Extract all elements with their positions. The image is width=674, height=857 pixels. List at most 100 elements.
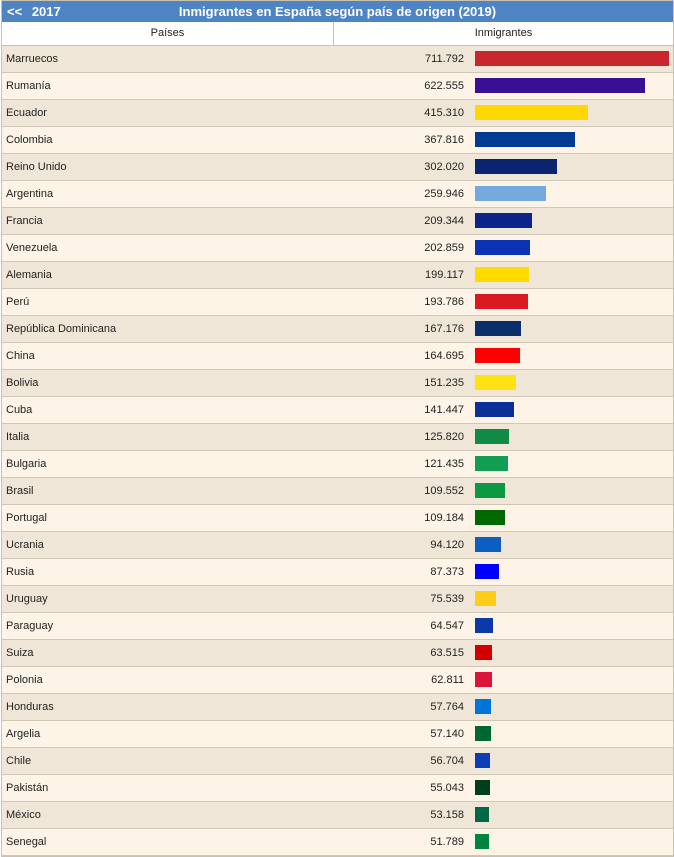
value-label: 57.764 (430, 701, 464, 713)
table-row: Rusia 87.373 (2, 559, 673, 586)
value-bar (475, 834, 489, 849)
value-bar (475, 537, 501, 552)
country-label: Colombia (6, 134, 53, 146)
table-row: Portugal 109.184 (2, 505, 673, 532)
value-label: 415.310 (424, 107, 464, 119)
value-label: 367.816 (424, 134, 464, 146)
table-row: Ecuador 415.310 (2, 100, 673, 127)
table-row: Honduras 57.764 (2, 694, 673, 721)
country-label: Senegal (6, 836, 47, 848)
title-bar: << 2017 Inmigrantes en España según país… (2, 1, 673, 22)
country-label: Paraguay (6, 620, 54, 632)
value-label: 164.695 (424, 350, 464, 362)
country-label: Reino Unido (6, 161, 67, 173)
table-row: Francia 209.344 (2, 208, 673, 235)
value-label: 209.344 (424, 215, 464, 227)
table-row: Cuba 141.447 (2, 397, 673, 424)
country-label: Rusia (6, 566, 35, 578)
value-bar (475, 726, 491, 741)
country-label: Rumanía (6, 80, 51, 92)
value-label: 62.811 (431, 674, 464, 686)
table-row: Argelia 57.140 (2, 721, 673, 748)
table-row: Bolivia 151.235 (2, 370, 673, 397)
country-label: China (6, 350, 35, 362)
value-bar (475, 618, 493, 633)
country-label: Polonia (6, 674, 43, 686)
column-header-country: Países (2, 22, 334, 45)
table-row: Brasil 109.552 (2, 478, 673, 505)
value-label: 125.820 (424, 431, 464, 443)
table-row: México 53.158 (2, 802, 673, 829)
country-label: Marruecos (6, 53, 58, 65)
value-label: 302.020 (424, 161, 464, 173)
value-bar (475, 456, 508, 471)
country-label: República Dominicana (6, 323, 117, 335)
country-label: Argelia (6, 728, 41, 740)
column-headers: Países Inmigrantes (2, 22, 673, 46)
value-label: 56.704 (430, 755, 464, 767)
country-label: México (6, 809, 41, 821)
country-label: Suiza (6, 647, 34, 659)
value-bar (475, 267, 529, 282)
value-bar (475, 591, 496, 606)
value-bar (475, 186, 546, 201)
value-bar (475, 348, 520, 363)
value-bar (475, 753, 490, 768)
table-row: Ucrania 94.120 (2, 532, 673, 559)
value-bar (475, 510, 505, 525)
country-label: Ucrania (6, 539, 44, 551)
value-bar (475, 699, 491, 714)
value-label: 711.792 (425, 53, 464, 65)
table-row: Marruecos 711.792 (2, 46, 673, 73)
table-row: Perú 193.786 (2, 289, 673, 316)
value-label: 64.547 (430, 620, 464, 632)
value-bar (475, 294, 528, 309)
country-label: Argentina (6, 188, 54, 200)
value-bar (475, 51, 669, 66)
value-label: 57.140 (430, 728, 464, 740)
table-body: Marruecos 711.792 Rumanía 622.555 Ecuador 415… (2, 46, 673, 856)
table-row: Paraguay 64.547 (2, 613, 673, 640)
country-label: Honduras (6, 701, 54, 713)
country-label: Uruguay (6, 593, 48, 605)
table-row: Rumanía 622.555 (2, 73, 673, 100)
table-row: Polonia 62.811 (2, 667, 673, 694)
value-bar (475, 321, 521, 336)
country-label: Pakistán (6, 782, 49, 794)
table-row: Uruguay 75.539 (2, 586, 673, 613)
value-bar (475, 780, 490, 795)
table-row: Colombia 367.816 (2, 127, 673, 154)
value-bar (475, 672, 492, 687)
country-label: Ecuador (6, 107, 47, 119)
country-label: Brasil (6, 485, 34, 497)
table-row: Argentina 259.946 (2, 181, 673, 208)
country-label: Chile (6, 755, 32, 767)
table-row: Alemania 199.117 (2, 262, 673, 289)
value-label: 141.447 (424, 404, 464, 416)
value-bar (475, 213, 532, 228)
country-label: Francia (6, 215, 43, 227)
country-label: Alemania (6, 269, 52, 281)
table-row: Italia 125.820 (2, 424, 673, 451)
value-label: 94.120 (430, 539, 464, 551)
value-bar (475, 483, 505, 498)
country-label: Italia (6, 431, 30, 443)
value-label: 63.515 (430, 647, 464, 659)
country-label: Perú (6, 296, 30, 308)
value-label: 193.786 (424, 296, 464, 308)
value-label: 51.789 (430, 836, 464, 848)
column-header-value: Inmigrantes (474, 27, 533, 39)
value-bar (475, 564, 499, 579)
country-label: Cuba (6, 404, 33, 416)
table-row: Reino Unido 302.020 (2, 154, 673, 181)
value-bar (475, 159, 557, 174)
previous-year-link[interactable]: << 2017 (7, 4, 61, 19)
value-label: 151.235 (424, 377, 464, 389)
table-row: República Dominicana 167.176 (2, 316, 673, 343)
table-row: China 164.695 (2, 343, 673, 370)
value-label: 87.373 (430, 566, 464, 578)
value-bar (475, 375, 516, 390)
value-label: 167.176 (424, 323, 464, 335)
value-label: 109.184 (424, 512, 464, 524)
value-bar (475, 429, 509, 444)
